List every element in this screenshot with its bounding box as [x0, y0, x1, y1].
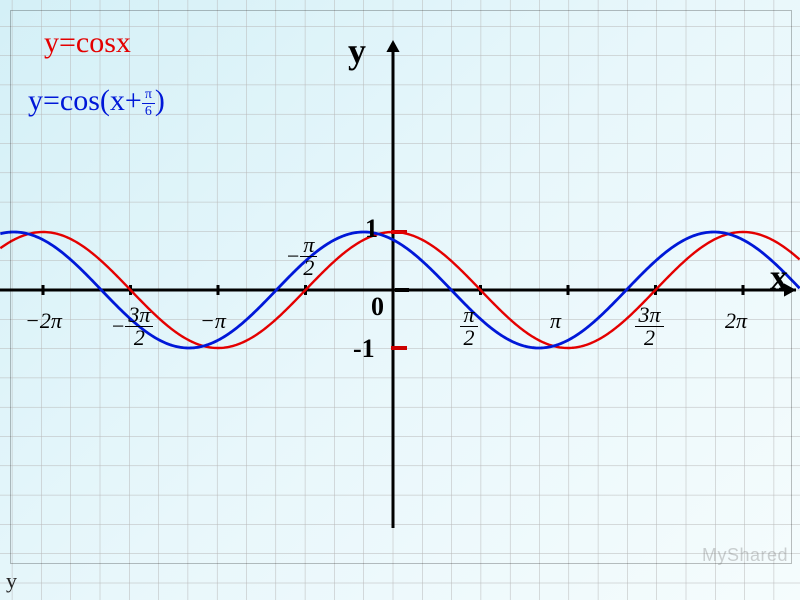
- legend-cosx-shift: y=cos(x+π6): [28, 84, 165, 120]
- xtick-label: π2: [460, 304, 477, 349]
- ytick-label-neg1: -1: [353, 334, 375, 364]
- legend-shift-frac-num: π: [142, 87, 155, 104]
- x-axis-label: x: [770, 256, 788, 298]
- xtick-label: −π2: [286, 234, 318, 279]
- xtick-label: −2π: [25, 310, 62, 332]
- watermark: MyShared: [702, 545, 788, 566]
- corner-y-label: y: [6, 568, 17, 594]
- legend-shift-prefix: y=cos(x+: [28, 84, 142, 117]
- legend-shift-frac-den: 6: [142, 104, 155, 120]
- origin-label: 0: [371, 292, 384, 322]
- ytick-label-1: 1: [365, 214, 378, 244]
- xtick-label: 3π2: [635, 304, 663, 349]
- xtick-label: −3π2: [111, 304, 154, 349]
- xtick-label: 2π: [725, 310, 747, 332]
- legend-shift-frac: π6: [142, 87, 155, 120]
- legend-shift-suffix: ): [155, 84, 165, 117]
- xtick-label: −π: [200, 310, 226, 332]
- xtick-label: π: [550, 310, 561, 332]
- legend-cosx: y=cosx: [44, 26, 131, 60]
- y-axis-label: y: [348, 30, 366, 72]
